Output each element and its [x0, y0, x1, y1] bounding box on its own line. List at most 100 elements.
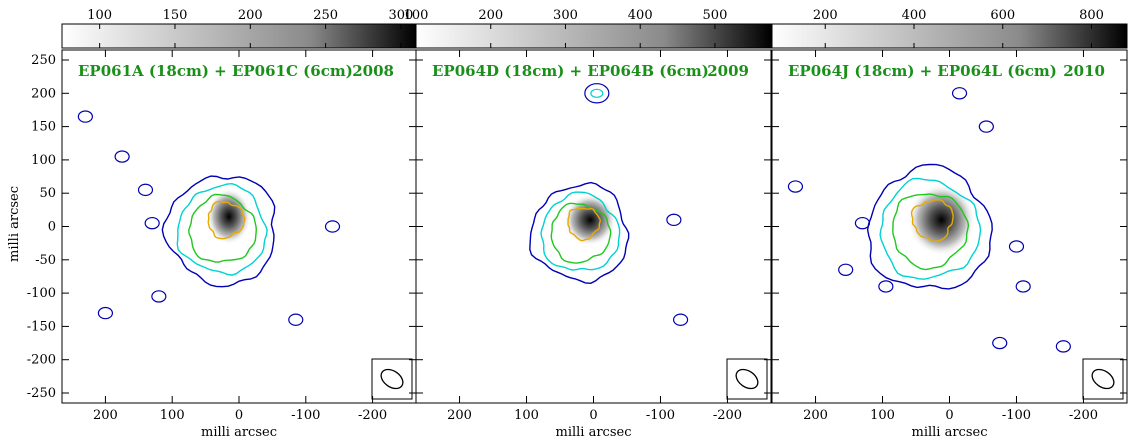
- colorbar-tick-label: 100: [404, 8, 429, 23]
- x-tick-label: -100: [1002, 408, 1031, 423]
- noise-contour: [854, 216, 871, 230]
- y-tick-label: -50: [35, 253, 56, 268]
- image-plane: [77, 110, 341, 326]
- panel-title: EP061A (18cm) + EP061C (6cm): [78, 62, 353, 80]
- noise-contour: [137, 183, 154, 197]
- noise-contour: [672, 313, 689, 326]
- colorbar-tick-label: 300: [389, 8, 414, 23]
- x-tick-label: 200: [93, 408, 118, 423]
- x-tick-label: -200: [358, 408, 387, 423]
- colorbar: [61, 23, 417, 49]
- beam-ellipse: [380, 368, 404, 390]
- x-tick-label: -200: [713, 408, 742, 423]
- contour-level-1: [161, 175, 276, 288]
- noise-contour: [787, 180, 804, 193]
- colorbar-tick-label: 200: [238, 8, 263, 23]
- contour-level-3: [892, 193, 970, 271]
- contour-level-4: [567, 207, 601, 242]
- noise-contour: [590, 88, 604, 98]
- y-tick-label: -200: [27, 353, 56, 368]
- panel-title: EP064J (18cm) + EP064L (6cm): [788, 62, 1057, 80]
- noise-contour: [978, 120, 994, 133]
- contour-level-3: [550, 202, 612, 264]
- x-tick-label: 0: [945, 408, 953, 423]
- y-tick-label: 0: [48, 220, 56, 235]
- colorbar-tick-label: 600: [990, 8, 1015, 23]
- x-tick-label: 200: [803, 408, 828, 423]
- noise-contour: [144, 216, 160, 230]
- y-tick-label: 100: [31, 153, 56, 168]
- panel-2010: 200 400 600 800 200 100 0 -100 -200 milli arcsec E…: [771, 8, 1128, 440]
- contour-level-2: [879, 177, 982, 280]
- contour-level-1: [529, 181, 630, 285]
- colorbar-tick-label: 800: [1079, 8, 1104, 23]
- colorbar-tick-label: 400: [902, 8, 927, 23]
- panel-2008: 100 150 200 250 300 200 100 0 -100 -200 250 200 150 1…: [27, 8, 417, 440]
- colorbar: [771, 23, 1128, 49]
- panel-title: EP064D (18cm) + EP064B (6cm): [432, 62, 709, 80]
- colorbar-tick-label: 300: [553, 8, 578, 23]
- colorbar-tick-label: 500: [703, 8, 728, 23]
- beam-box: [371, 358, 413, 400]
- y-tick-label: -100: [27, 286, 56, 301]
- beam-ellipse: [735, 368, 759, 390]
- x-tick-label: 0: [235, 408, 243, 423]
- colorbar-tick-label: 100: [87, 8, 112, 23]
- x-tick-label: 100: [514, 408, 539, 423]
- x-tick-label: 200: [447, 408, 472, 423]
- beam-ellipse: [1091, 368, 1115, 390]
- noise-contour: [324, 220, 341, 233]
- colorbar: [415, 23, 772, 49]
- panels-layer: 100 150 200 250 300 200 100 0 -100 -200 250 200 150 1…: [27, 8, 1128, 440]
- noise-contour: [666, 213, 682, 227]
- x-tick-label: 100: [870, 408, 895, 423]
- contour-level-3: [188, 193, 258, 263]
- noise-contour: [114, 150, 130, 163]
- y-tick-label: 150: [31, 120, 56, 135]
- x-axis-title: milli arcsec: [912, 425, 988, 440]
- panel-year: 2010: [1063, 62, 1105, 80]
- y-tick-label: -150: [27, 319, 56, 334]
- contour-level-4: [207, 200, 246, 240]
- contour-level-4: [910, 198, 954, 243]
- beam-box: [1082, 358, 1124, 400]
- panel-year: 2009: [707, 62, 749, 80]
- source-core: [564, 193, 617, 246]
- x-axis-title: milli arcsec: [201, 425, 277, 440]
- contour-level-2: [540, 191, 621, 271]
- y-tick-label: 50: [39, 186, 56, 201]
- y-tick-label: -250: [27, 386, 56, 401]
- noise-contour: [838, 263, 854, 276]
- noise-contour: [97, 306, 114, 320]
- panel-year: 2008: [352, 62, 394, 80]
- colorbar-tick-label: 400: [628, 8, 653, 23]
- noise-contour: [77, 110, 93, 123]
- x-tick-label: 100: [160, 408, 185, 423]
- colorbar-tick-label: 200: [478, 8, 503, 23]
- x-tick-label: -100: [291, 408, 320, 423]
- contour-level-2: [176, 182, 268, 276]
- x-axis-title: milli arcsec: [556, 425, 632, 440]
- colorbar-tick-label: 150: [163, 8, 188, 23]
- noise-contour: [1015, 280, 1031, 293]
- x-tick-label: 0: [589, 408, 597, 423]
- y-tick-label: 200: [31, 86, 56, 101]
- panel-2009: 100 200 300 400 500 200 100 0 -100 -200 milli arcs…: [404, 8, 772, 440]
- noise-contour: [1055, 340, 1071, 353]
- noise-contour: [992, 336, 1008, 350]
- noise-contour: [584, 83, 610, 104]
- image-plane: [787, 87, 1071, 353]
- x-tick-label: -100: [646, 408, 675, 423]
- beam-box: [726, 358, 768, 400]
- colorbar-tick-label: 250: [313, 8, 338, 23]
- colorbar-tick-label: 200: [813, 8, 838, 23]
- y-tick-label: 250: [31, 53, 56, 68]
- noise-contour: [288, 313, 304, 326]
- x-tick-label: -200: [1069, 408, 1098, 423]
- contour-level-1: [866, 163, 993, 290]
- image-plane: [529, 83, 689, 326]
- noise-contour: [1008, 240, 1025, 253]
- noise-contour: [151, 290, 167, 303]
- noise-contour: [951, 87, 968, 100]
